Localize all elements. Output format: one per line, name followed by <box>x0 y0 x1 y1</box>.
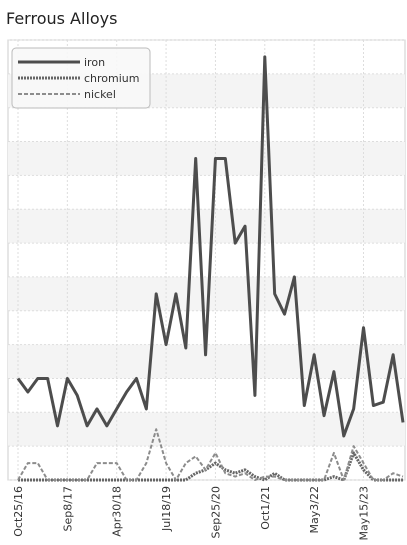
x-tick-label: Jul18/19 <box>160 486 173 532</box>
legend-label: nickel <box>84 88 116 101</box>
x-tick-label: Oct1/21 <box>259 486 272 530</box>
x-tick-label: Sep25/20 <box>209 486 222 538</box>
line-1 <box>18 451 403 482</box>
grid-band <box>8 209 405 244</box>
grid-band <box>8 412 405 447</box>
x-tick-label: May15/23 <box>358 486 371 540</box>
grid-band <box>8 141 405 176</box>
x-tick-label: Apr30/18 <box>111 486 124 537</box>
line-2 <box>17 428 404 481</box>
x-tick-label: May3/22 <box>308 486 321 533</box>
line-0 <box>16 55 405 438</box>
legend-label: iron <box>84 56 105 69</box>
grid-band <box>8 276 405 311</box>
x-tick-label: Sep8/17 <box>61 486 74 531</box>
chart-title: Ferrous Alloys <box>6 9 117 28</box>
legend: iron chromium nickel <box>11 47 151 109</box>
x-tick-label: Oct25/16 <box>12 486 25 537</box>
legend-label: chromium <box>84 72 140 85</box>
